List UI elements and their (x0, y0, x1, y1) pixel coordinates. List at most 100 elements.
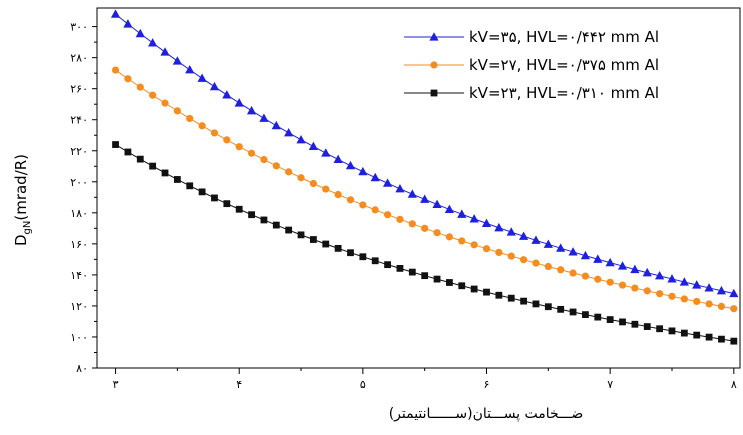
data-point (148, 38, 158, 47)
data-point (371, 206, 379, 214)
data-point (309, 236, 317, 243)
x-tick-label: ۵ (360, 378, 366, 391)
plot-frame (96, 7, 741, 369)
data-point (730, 337, 738, 345)
legend-marker (429, 32, 439, 41)
data-point (605, 257, 615, 267)
data-point (446, 279, 453, 286)
y-tick-label: ۱۰۰ (70, 331, 88, 344)
data-point (396, 264, 404, 272)
data-point (470, 285, 478, 293)
data-point (581, 272, 590, 280)
data-point (704, 283, 714, 292)
legend-entry: kV=۲۷, HVL=۰/۳۷۵ mm Al (404, 56, 659, 74)
data-point (384, 261, 391, 269)
data-point (135, 28, 145, 38)
data-point (296, 134, 306, 144)
data-point (433, 229, 441, 237)
y-tick-label: ۲۰۰ (70, 176, 88, 189)
data-point (173, 176, 181, 183)
data-point (347, 249, 354, 257)
data-point (668, 327, 676, 335)
data-point (582, 311, 589, 319)
data-point (359, 253, 367, 261)
data-point (371, 257, 379, 265)
data-point (643, 287, 651, 295)
data-point (149, 91, 157, 99)
data-point (680, 295, 688, 303)
data-point (568, 247, 578, 256)
data-point (520, 256, 528, 264)
data-point (223, 136, 231, 144)
data-point (631, 320, 639, 328)
data-point (656, 325, 664, 333)
data-point (211, 194, 218, 202)
data-point (469, 214, 479, 223)
legend-label: kV=۲۷, HVL=۰/۳۷۵ mm Al (469, 56, 659, 74)
data-point (346, 196, 355, 204)
y-tick-label: ۱۶۰ (70, 238, 88, 251)
y-tick-label: ۳۰۰ (70, 21, 88, 34)
data-point (209, 81, 220, 91)
data-point (557, 305, 565, 313)
data-point (111, 66, 120, 74)
data-point (198, 122, 206, 130)
y-tick-label: ۲۲۰ (70, 145, 88, 158)
y-tick-label: ۲۴۰ (70, 114, 88, 127)
data-point (382, 178, 393, 187)
data-point (693, 297, 701, 306)
data-point (297, 174, 305, 182)
data-point (642, 267, 652, 277)
data-point (481, 218, 492, 227)
data-point (136, 83, 144, 91)
data-point (432, 199, 442, 209)
data-point (667, 274, 677, 283)
legend-entry: kV=۲۳, HVL=۰/۳۱۰ mm Al (404, 84, 659, 102)
y-axis-title-unit: (mrad/R) (12, 154, 30, 221)
y-tick-label: ۱۲۰ (70, 300, 88, 313)
y-axis: ۸۰ ۱۰۰ ۱۲۰ ۱۴۰ ۱۶۰ ۱۸۰ ۲۰۰ ۲۲۰ ۲۴۰ ۲۶۰ ۲۸۰ ۳۰۰ (70, 21, 97, 375)
data-point (580, 250, 591, 260)
data-point (248, 211, 255, 219)
data-point (482, 245, 491, 253)
data-point (149, 162, 157, 170)
data-point (421, 272, 429, 280)
x-axis: ۳ ۴ ۵ ۶ ۷ ۸ (113, 368, 737, 391)
data-point (420, 194, 430, 203)
data-point (284, 127, 294, 137)
y-tick-label: ۸۰ (76, 362, 88, 375)
data-point (173, 107, 181, 115)
data-point (235, 205, 243, 213)
data-point (359, 201, 367, 209)
data-point (593, 254, 603, 263)
data-point (494, 222, 504, 232)
data-point (185, 64, 195, 74)
data-point (197, 73, 207, 82)
data-point (532, 259, 540, 267)
data-point (495, 291, 503, 299)
data-point (717, 302, 726, 310)
data-point (272, 221, 280, 229)
x-tick-label: ۶ (484, 378, 490, 391)
data-point (260, 216, 268, 224)
data-point (222, 90, 232, 99)
data-point (520, 297, 528, 305)
data-point (532, 300, 540, 308)
y-tick-label: ۲۸۰ (70, 52, 88, 65)
y-axis-title-main: D (12, 234, 30, 246)
data-point (569, 269, 577, 277)
data-point (445, 233, 454, 241)
data-point (186, 182, 194, 190)
data-point (483, 288, 490, 296)
x-axis-title: ضـــخامت پســـتان(ســــــانتيمتر) (389, 406, 584, 422)
data-point (395, 183, 405, 193)
legend-marker (430, 61, 438, 69)
data-point (643, 323, 651, 330)
data-point (679, 277, 689, 286)
data-point (457, 209, 467, 218)
data-point (668, 292, 676, 300)
data-point (309, 179, 317, 188)
data-point (507, 294, 515, 302)
data-point (308, 141, 318, 151)
